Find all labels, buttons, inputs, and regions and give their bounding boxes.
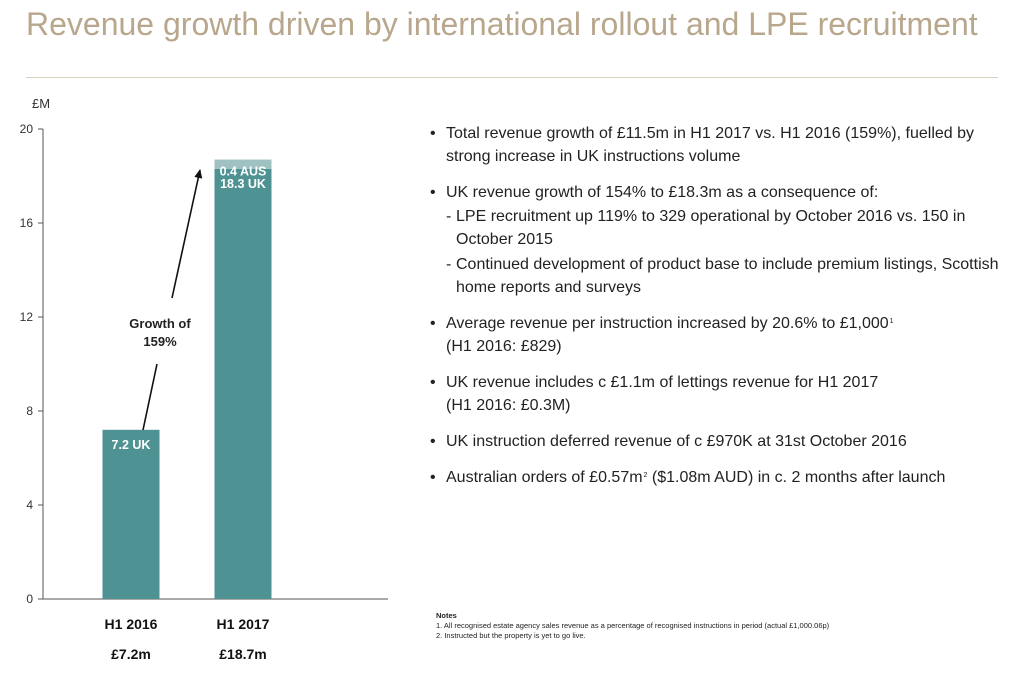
- growth-arrow-upper: [171, 169, 203, 299]
- footnote-marker: 2: [643, 472, 648, 479]
- bars: 7.2 UK H1 2016 £7.2m 18.3 UK0.4 AUS H1 2017 £…: [102, 159, 272, 662]
- growth-label-line2: 159%: [143, 334, 177, 349]
- bullet-item: UK instruction deferred revenue of c £97…: [428, 430, 1000, 453]
- bullet-text: UK revenue includes c £1.1m of lettings …: [446, 374, 879, 391]
- note-1: 1. All recognised estate agency sales re…: [436, 621, 830, 630]
- growth-annotation: Growth of 159%: [129, 169, 203, 431]
- bar-data-label: 18.3 UK: [220, 177, 266, 191]
- sub-bullet-item: LPE recruitment up 119% to 329 operation…: [446, 205, 1000, 251]
- bar-data-label: 0.4 AUS: [220, 165, 267, 179]
- note-2: 2. Instructed but the property is yet to…: [436, 631, 586, 640]
- y-tick-label: 8: [26, 404, 33, 418]
- bullet-text: Total revenue growth of £11.5m in H1 201…: [446, 125, 975, 165]
- growth-arrow-lower: [142, 363, 158, 431]
- growth-label-line1: Growth of: [129, 316, 191, 331]
- y-tick-label: 0: [26, 592, 33, 606]
- bullet-text: Australian orders of £0.57m: [446, 469, 643, 486]
- y-tick-label: 4: [26, 498, 33, 512]
- sub-bullets: LPE recruitment up 119% to 329 operation…: [446, 205, 1000, 299]
- bullet-item: Total revenue growth of £11.5m in H1 201…: [428, 122, 1000, 168]
- bullet-text-line2: (H1 2016: £829): [446, 338, 562, 355]
- page-title: Revenue growth driven by international r…: [26, 6, 978, 42]
- notes-title: Notes: [436, 611, 457, 620]
- sub-bullet-item: Continued development of product base to…: [446, 253, 1000, 299]
- bar-uk-1: [214, 168, 272, 599]
- bullet-text: UK revenue growth of 154% to £18.3m as a…: [446, 184, 879, 201]
- revenue-bar-chart: £M 0 4 8 12 16 20 7.2 UK H1 2016 £7.2m 18.3 UK0.…: [20, 96, 388, 662]
- y-tick-label: 16: [20, 216, 34, 230]
- notes: Notes 1. All recognised estate agency sa…: [436, 611, 829, 641]
- footnote-marker: 1: [889, 318, 894, 325]
- y-axis: 0 4 8 12 16 20: [20, 122, 388, 606]
- bullet-item: UK revenue growth of 154% to £18.3m as a…: [428, 181, 1000, 299]
- bullet-text-line2: (H1 2016: £0.3M): [446, 397, 571, 414]
- category-total-label: £18.7m: [219, 646, 266, 662]
- y-tick-label: 20: [20, 122, 34, 136]
- bullet-item: UK revenue includes c £1.1m of lettings …: [428, 371, 1000, 417]
- y-axis-label: £M: [32, 96, 50, 111]
- x-category-label: H1 2016: [105, 616, 158, 632]
- commentary-bullets: Total revenue growth of £11.5m in H1 201…: [428, 122, 1000, 502]
- y-tick-label: 12: [20, 310, 34, 324]
- bullet-item: Australian orders of £0.57m2 ($1.08m AUD…: [428, 466, 1000, 489]
- bullet-text-tail: ($1.08m AUD) in c. 2 months after launch: [647, 469, 946, 486]
- bullet-text: Average revenue per instruction increase…: [446, 315, 889, 332]
- category-total-label: £7.2m: [111, 646, 151, 662]
- bullet-item: Average revenue per instruction increase…: [428, 312, 1000, 358]
- title-divider: [26, 77, 998, 78]
- bar-data-label: 7.2 UK: [112, 438, 151, 452]
- bar-uk-0: [102, 429, 160, 599]
- x-category-label: H1 2017: [217, 616, 270, 632]
- bullet-text: UK instruction deferred revenue of c £97…: [446, 433, 907, 450]
- bar-aus-1: [214, 159, 272, 169]
